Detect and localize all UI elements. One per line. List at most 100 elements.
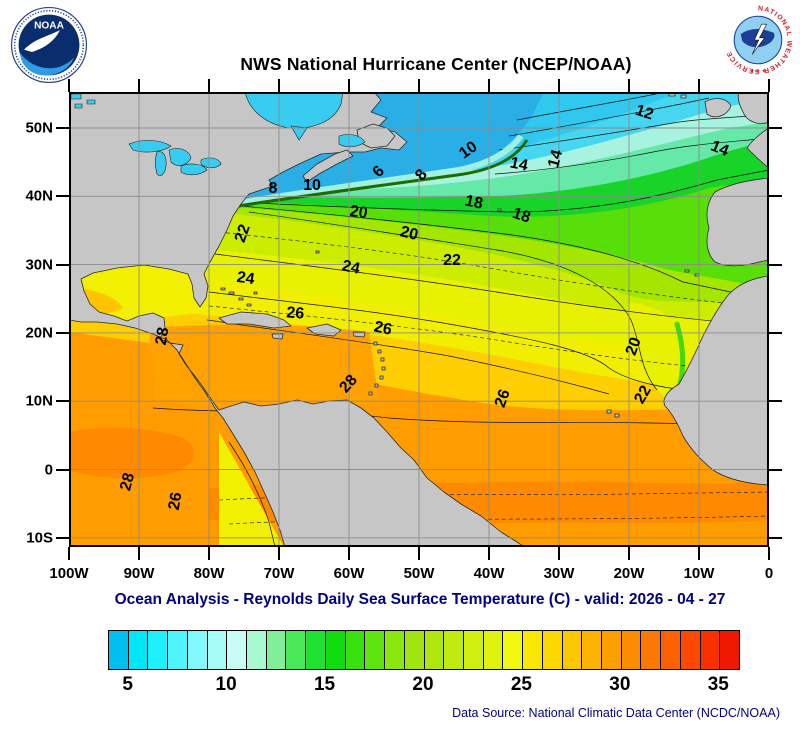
page-title: NWS National Hurricane Center (NCEP/NOAA…: [240, 54, 632, 74]
great-britain: [737, 92, 769, 124]
isotherm-label: 10: [303, 177, 321, 194]
x-tick-mark: [558, 547, 560, 560]
y-tick-label: 50N: [25, 119, 53, 137]
y-tick-mark: [56, 331, 69, 334]
y-tick-label: 30N: [25, 256, 53, 274]
y-tick-mark: [56, 536, 69, 539]
colorbar-cell: [483, 631, 504, 669]
colorbar-cell: [700, 631, 721, 669]
colorbar-cell: [247, 631, 267, 669]
x-tick-label: 40W: [473, 565, 505, 582]
x-tick-mark-top: [768, 79, 770, 92]
lake-huron: [168, 148, 192, 166]
colorbar-cell: [720, 631, 739, 669]
isotherm-label: 28: [117, 471, 138, 493]
colorbar-cell: [542, 631, 563, 669]
y-tick-mark: [56, 127, 69, 129]
x-tick-label: 20W: [613, 565, 645, 582]
x-tick-mark: [628, 547, 630, 560]
noaa-wave-shape: [20, 52, 74, 76]
colorbar-cell: [641, 631, 662, 669]
isotherm-label: 20: [623, 335, 645, 358]
isotherm-label: 28: [153, 326, 173, 347]
colorbar-cell: [582, 631, 602, 669]
colorbar-tick-label: 25: [510, 674, 533, 695]
x-tick-mark-top: [278, 79, 280, 92]
iberia: [706, 177, 769, 267]
lake-erie: [180, 163, 208, 176]
colorbar-tick-label: 20: [412, 674, 434, 695]
x-tick-mark-top: [348, 79, 350, 92]
colorbar-cell: [621, 631, 642, 669]
james-bay: [290, 125, 308, 141]
sst-map: 8 10 6 8 10 12 14 14 14 18 18 22 20 20 22 24 24 26 28 26 28 2…: [69, 92, 769, 547]
y-tick-mark-right: [769, 263, 782, 266]
colorbar-cell: [306, 631, 326, 669]
colorbar-cell: [207, 631, 228, 669]
isotherm-label: 14: [708, 138, 731, 160]
isotherm-label: 26: [372, 318, 393, 338]
y-tick-mark: [56, 195, 69, 198]
colorbar-cell: [424, 631, 445, 669]
y-tick-label: 0: [44, 461, 53, 478]
x-tick-label: 90W: [123, 565, 155, 582]
cape-verde: [606, 409, 620, 418]
azores: [497, 208, 502, 212]
colorbar-cell: [168, 631, 188, 669]
map-border: [69, 92, 769, 547]
y-tick-label: 10N: [25, 392, 53, 410]
bermuda: [315, 250, 320, 254]
nws-lightning-icon: [751, 23, 768, 55]
x-tick-mark: [278, 547, 280, 560]
x-tick-label: 70W: [263, 565, 295, 582]
colorbar-cell: [601, 631, 622, 669]
y-tick-mark-right: [769, 331, 782, 334]
x-tick-mark: [418, 547, 420, 560]
isotherm-label: 14: [508, 154, 529, 174]
latlon-grid: [69, 92, 769, 547]
bahamas: [220, 287, 258, 307]
isotherm-label: 24: [236, 269, 256, 288]
colorbar-cell: [404, 631, 425, 669]
noaa-logo-text: NOAA: [34, 21, 64, 32]
colorbar-tick-label: 35: [707, 674, 729, 695]
y-tick-mark-right: [769, 536, 782, 539]
colorbar-cell: [503, 631, 524, 669]
ireland: [704, 98, 732, 118]
isotherm-label: 26: [166, 491, 186, 512]
isotherm-label: 14: [545, 148, 566, 170]
colorbar-cell: [680, 631, 701, 669]
colorbar-cell: [128, 631, 149, 669]
isotherm-label: 8: [269, 180, 278, 197]
x-tick-mark-top: [208, 79, 210, 92]
x-tick-mark: [208, 547, 210, 560]
x-tick-mark-top: [558, 79, 560, 92]
isotherm-label: 12: [633, 102, 655, 124]
x-tick-mark: [768, 547, 770, 560]
colorbar-cell: [463, 631, 484, 669]
gulf-st-lawrence: [338, 134, 366, 148]
lake-michigan: [155, 151, 167, 176]
x-tick-mark: [348, 547, 350, 560]
colorbar-cell: [365, 631, 386, 669]
x-tick-mark: [488, 547, 490, 560]
colorbar-cell: [109, 631, 129, 669]
isotherm-label: 18: [463, 192, 484, 212]
y-tick-mark-right: [769, 195, 782, 198]
colorbar-cell: [385, 631, 405, 669]
isotherm-label: 18: [510, 205, 532, 227]
x-tick-mark-top: [68, 79, 70, 92]
x-tick-label: 30W: [543, 565, 575, 582]
x-tick-mark: [698, 547, 700, 560]
x-tick-mark-top: [628, 79, 630, 92]
isotherm-label: 24: [340, 257, 361, 277]
x-tick-label: 10W: [683, 565, 715, 582]
x-tick-mark-top: [488, 79, 490, 92]
x-tick-label: 80W: [193, 565, 225, 582]
colorbar-tick-label: 15: [313, 674, 336, 695]
y-tick-mark-right: [769, 127, 782, 129]
landmasses: [69, 92, 769, 547]
isotherm-label: 20: [349, 203, 369, 222]
